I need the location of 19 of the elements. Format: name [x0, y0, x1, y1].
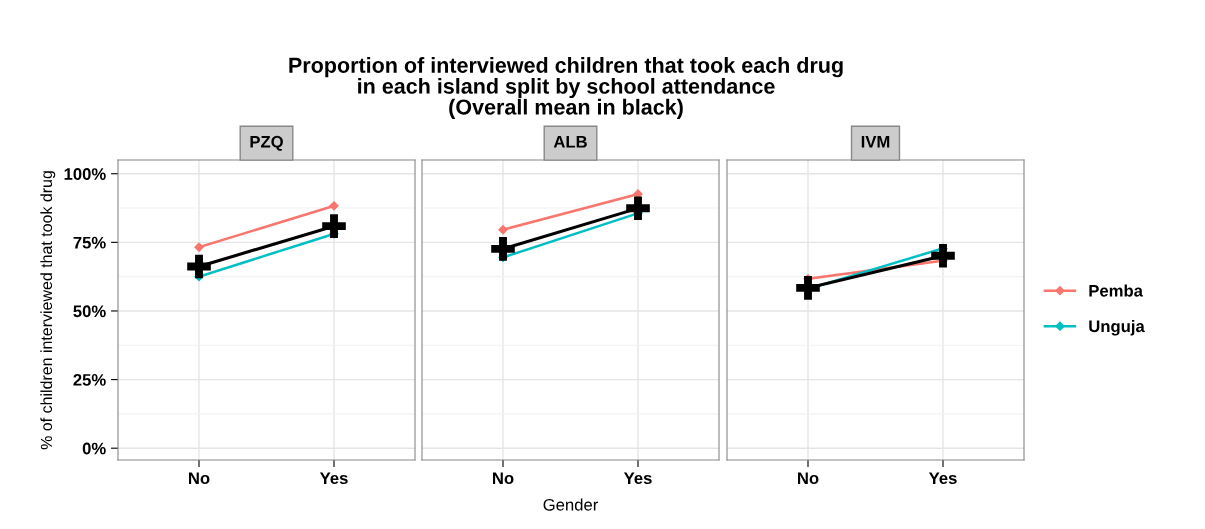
x-tick-label: No: [798, 472, 819, 485]
legend-label: Unguja: [1089, 319, 1145, 336]
chart-title: IVM: [861, 136, 890, 148]
x-tick-label: Yes: [319, 472, 348, 485]
x-axis-title: Gender: [543, 498, 599, 511]
chart-title: ALB: [553, 136, 587, 148]
y-tick-label: 25%: [73, 373, 106, 386]
y-axis-title: % of children interviewed that took drug: [40, 171, 56, 450]
y-tick-label: 0%: [82, 442, 106, 455]
text: Proportion of interviewed children that took each drug in each island split by school attendance (Overall mean in black): [289, 57, 843, 119]
y-tick-label: 75%: [73, 236, 106, 249]
legend-label: Pemba: [1089, 284, 1144, 297]
x-tick-label: Yes: [623, 472, 652, 485]
y-tick-label: 50%: [73, 305, 106, 318]
chart-title: PZQ: [250, 135, 283, 151]
x-tick-label: Yes: [928, 472, 957, 485]
y-tick-label: 100%: [64, 168, 106, 180]
x-tick-label: No: [493, 472, 514, 485]
x-tick-label: No: [189, 472, 210, 485]
